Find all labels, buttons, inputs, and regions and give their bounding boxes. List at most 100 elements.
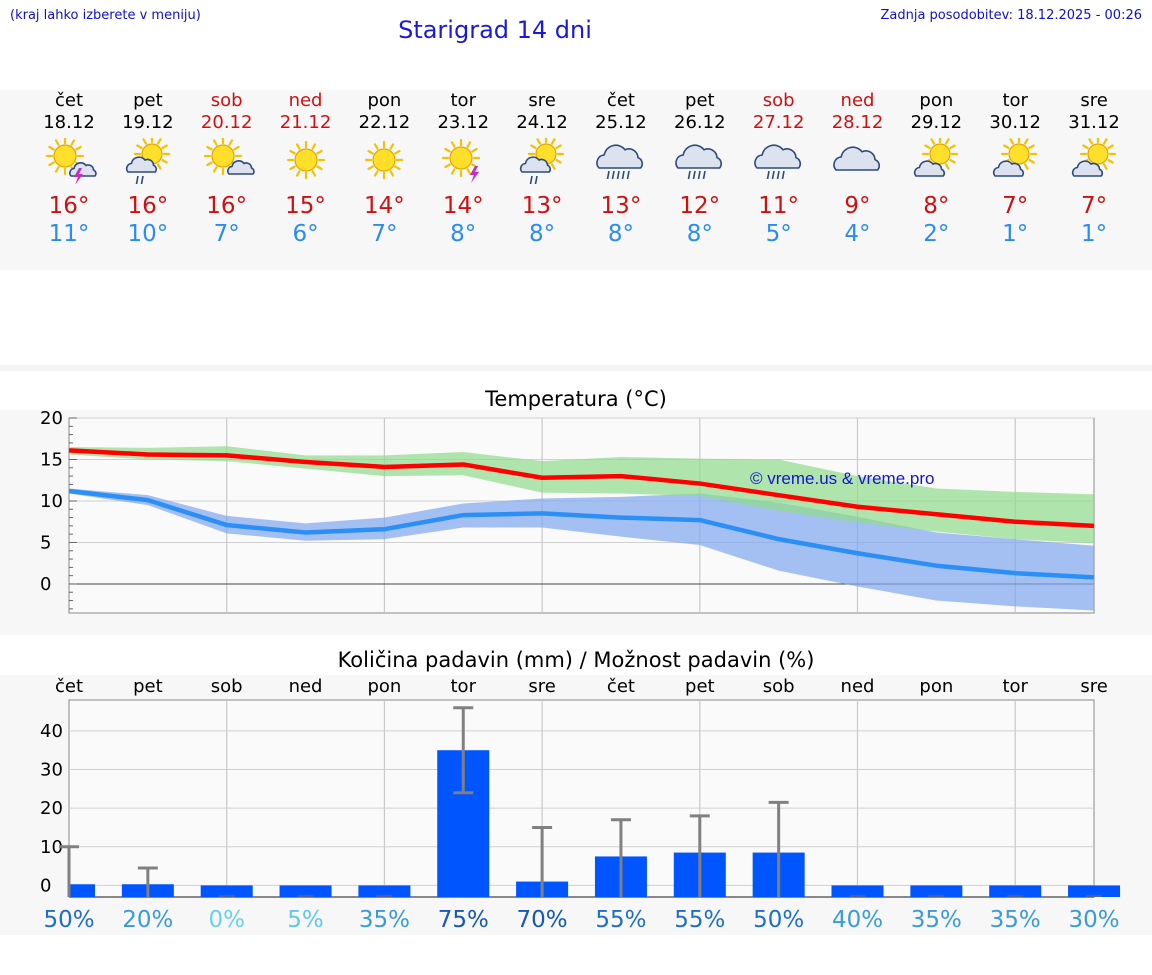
sun-cloud-icon (914, 138, 959, 177)
x-day-label: pet (685, 676, 715, 697)
y-tick-label: 10 (40, 837, 63, 858)
sun-cloud-rain-icon (125, 138, 170, 184)
sun-lightning-icon (442, 138, 481, 183)
precip-bar (200, 885, 253, 897)
x-day-label: tor (1002, 676, 1028, 697)
day-name: sre (1080, 90, 1108, 111)
precip-probability-label: 70% (517, 907, 568, 933)
forecast-day: ned 28.12 9° 4° (819, 90, 897, 248)
cloud-rain-icon (753, 144, 801, 180)
precip-bar (279, 885, 332, 897)
day-date: 27.12 (752, 112, 805, 133)
forecast-day: čet 25.12 13° 8° (582, 90, 660, 248)
max-temp: 7° (1080, 193, 1108, 219)
forecast-day: tor 23.12 14° 8° (424, 90, 502, 248)
y-tick-label: 20 (40, 410, 63, 429)
max-temp-range-band (69, 446, 1094, 544)
min-temp: 8° (450, 221, 477, 247)
page-title: Starigrad 14 dni (398, 16, 592, 44)
max-temp: 13° (521, 193, 563, 219)
day-name: ned (288, 90, 323, 111)
precip-probability-label: 75% (438, 907, 489, 933)
y-tick-label: 15 (40, 449, 63, 470)
forecast-day: pet 19.12 16° 10° (109, 90, 187, 248)
x-day-label: sre (528, 676, 555, 697)
y-tick-label: 0 (40, 574, 51, 595)
max-temp: 14° (364, 193, 405, 219)
max-temp-line (68, 448, 1095, 529)
max-temp: 16° (127, 193, 169, 219)
max-temp: 14° (442, 193, 484, 219)
day-name: ned (840, 90, 875, 111)
x-day-label: pon (367, 676, 401, 697)
min-temp: 5° (765, 221, 792, 247)
day-date: 23.12 (437, 112, 490, 133)
precip-probability-label: 5% (287, 907, 324, 933)
x-day-label: tor (451, 676, 477, 697)
max-temp: 7° (1002, 193, 1029, 219)
precipitation-chart: 0 10 20 30 40 čet pet sob ned pon tor sre čet pet sob n… (0, 675, 1152, 935)
forecast-day: pon 29.12 8° 2° (897, 90, 975, 248)
x-day-label: ned (289, 676, 323, 697)
sun-small-cloud-icon (203, 138, 255, 176)
min-temp: 1° (1002, 221, 1029, 247)
precip-bar (358, 885, 411, 897)
max-temp: 12° (679, 193, 721, 219)
x-day-label: čet (55, 676, 83, 697)
day-name: sre (528, 90, 556, 111)
forecast-day: sre 31.12 7° 1° (1055, 90, 1133, 248)
watermark: © vreme.us & vreme.pro (750, 469, 934, 488)
y-tick-label: 30 (40, 760, 63, 781)
x-day-label: sob (763, 676, 795, 697)
day-name: čet (606, 90, 635, 111)
day-date: 21.12 (279, 112, 332, 133)
min-temp: 8° (529, 221, 556, 247)
min-temp: 8° (607, 221, 634, 247)
forecast-day: sre 24.12 13° 8° (503, 90, 581, 248)
day-name: čet (54, 90, 84, 111)
precip-probability-label: 55% (674, 907, 725, 933)
precip-probability-label: 35% (911, 907, 962, 933)
day-name: sob (762, 90, 795, 111)
day-date: 20.12 (200, 112, 253, 133)
x-day-label: pet (133, 676, 163, 697)
forecast-day: pon 22.12 14° 7° (345, 90, 423, 248)
temperature-chart-title: Temperatura (°C) (485, 387, 667, 411)
precip-probability-label: 30% (1068, 907, 1119, 933)
sun-cloud-icon (1071, 138, 1117, 177)
precip-probability-label: 0% (208, 907, 245, 933)
max-temp: 11° (758, 193, 800, 219)
day-date: 24.12 (516, 112, 568, 133)
location-hint: (kraj lahko izberete v meniju) (10, 8, 201, 23)
day-date: 25.12 (595, 112, 647, 133)
max-temp: 16° (206, 193, 248, 219)
y-tick-label: 10 (40, 491, 63, 512)
precip-probability-label: 20% (122, 907, 173, 933)
precip-chart-title: Količina padavin (mm) / Možnost padavin … (337, 648, 815, 672)
temperature-chart: 0 5 10 15 20 © vreme.us & vreme.pro (0, 410, 1152, 635)
min-temp: 2° (923, 221, 950, 247)
y-tick-label: 40 (40, 721, 63, 742)
day-name: tor (450, 90, 476, 111)
sun-icon (365, 140, 404, 180)
x-day-label: čet (607, 676, 635, 697)
y-tick-label: 20 (40, 798, 63, 819)
precip-probability-label: 35% (359, 907, 410, 933)
day-name: pon (919, 90, 954, 111)
precip-probability-label: 35% (990, 907, 1041, 933)
day-date: 31.12 (1068, 112, 1120, 133)
precip-bar (910, 885, 963, 897)
day-date: 28.12 (831, 112, 884, 133)
overcast-icon (832, 146, 880, 171)
day-date: 22.12 (358, 112, 411, 133)
x-day-label: pon (919, 676, 953, 697)
precip-probability-label: 55% (595, 907, 646, 933)
min-temp: 10° (127, 221, 169, 247)
plot-area (68, 699, 1095, 898)
min-temp-line (68, 488, 1095, 580)
day-date: 18.12 (43, 112, 95, 133)
precip-bar (69, 884, 95, 897)
precip-bar (989, 885, 1042, 897)
forecast-day: ned 21.12 15° 6° (267, 90, 345, 248)
min-temp: 11° (48, 221, 90, 247)
